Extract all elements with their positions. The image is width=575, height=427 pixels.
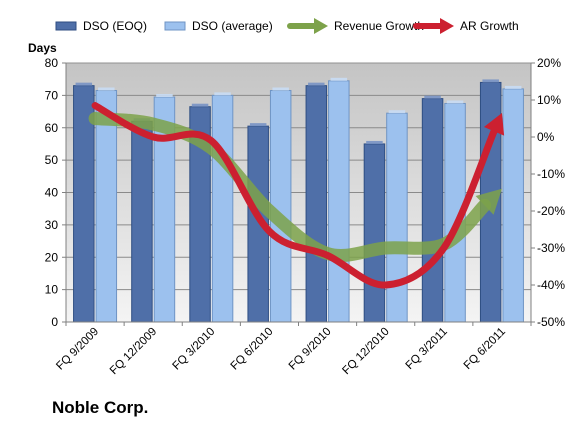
y-left-tick-label: 40	[45, 186, 59, 200]
legend-label: DSO (EOQ)	[83, 19, 147, 33]
y-right-tick-label: -30%	[537, 241, 565, 255]
y-right-tick-label: -20%	[537, 204, 565, 218]
bar-dso-eoq-top	[191, 103, 209, 107]
bar-dso-eoq	[421, 98, 444, 323]
x-tick-label: FQ 6/2010	[229, 326, 276, 373]
x-tick-label: FQ 9/2009	[54, 326, 101, 373]
y-right-tick-label: 20%	[537, 56, 561, 70]
y-right-tick-label: 10%	[537, 93, 561, 107]
bar-dso-eoq	[131, 120, 153, 323]
legend-label: AR Growth	[460, 19, 519, 33]
bar-dso-average-top	[156, 93, 173, 97]
legend-arrowhead-revenue-growth	[314, 18, 328, 34]
bar-dso-average-top	[214, 92, 231, 96]
y-left-tick-label: 70	[45, 88, 59, 102]
y-left-tick-label: 50	[45, 153, 59, 167]
legend-label: Revenue Growth	[334, 19, 424, 33]
bar-dso-eoq-top	[249, 123, 267, 127]
x-tick-label: FQ 12/2010	[340, 326, 391, 377]
legend-swatch-dso-eoq	[55, 21, 77, 31]
x-tick-label: FQ 9/2010	[287, 326, 334, 373]
y-right-tick-label: -50%	[537, 315, 565, 329]
y-right-tick-label: 0%	[537, 130, 555, 144]
y-left-tick-label: 0	[51, 315, 58, 329]
bar-dso-eoq-top	[75, 82, 93, 86]
bar-dso-average-top	[272, 87, 289, 91]
bar-dso-average	[211, 94, 234, 323]
bar-dso-average-top	[388, 110, 406, 114]
bar-dso-average-top	[98, 87, 115, 91]
x-tick-label: FQ 12/2009	[108, 326, 159, 377]
y-left-tick-label: 30	[45, 218, 59, 232]
bar-dso-average-top	[446, 100, 464, 104]
bar-dso-eoq-top	[424, 95, 441, 99]
bar-dso-average	[386, 112, 408, 323]
legend-swatch-dso-average	[164, 21, 186, 31]
bar-dso-eoq-top	[366, 140, 383, 144]
y-left-tick-label: 10	[45, 283, 59, 297]
legend-label: DSO (average)	[192, 19, 273, 33]
y-right-tick-label: -10%	[537, 167, 565, 181]
x-tick-label: FQ 3/2011	[404, 326, 450, 372]
y-right-tick-label: -40%	[537, 278, 565, 292]
revenue-growth-line	[88, 112, 492, 262]
legend-arrowhead-ar-growth	[440, 18, 454, 34]
y-axis-title: Days	[28, 41, 57, 55]
bar-dso-eoq	[363, 143, 386, 323]
x-tick-label: FQ 6/2011	[462, 326, 508, 372]
bar-dso-average-top	[330, 77, 348, 81]
revenue-growth-arrowhead	[475, 188, 502, 215]
bar-dso-eoq	[305, 85, 328, 323]
ar-growth-arrowhead	[483, 112, 505, 136]
chart-title: Noble Corp.	[52, 398, 149, 417]
bar-dso-eoq-top	[308, 82, 325, 86]
bar-dso-average-top	[504, 85, 522, 89]
bar-dso-eoq-top	[482, 79, 499, 83]
x-tick-label: FQ 3/2010	[171, 326, 218, 373]
bar-dso-average	[502, 88, 524, 323]
y-left-tick-label: 60	[45, 121, 59, 135]
y-left-tick-label: 20	[45, 250, 59, 264]
ar-growth-line	[91, 102, 498, 289]
y-left-tick-label: 80	[45, 56, 59, 70]
bar-dso-average	[328, 80, 350, 323]
